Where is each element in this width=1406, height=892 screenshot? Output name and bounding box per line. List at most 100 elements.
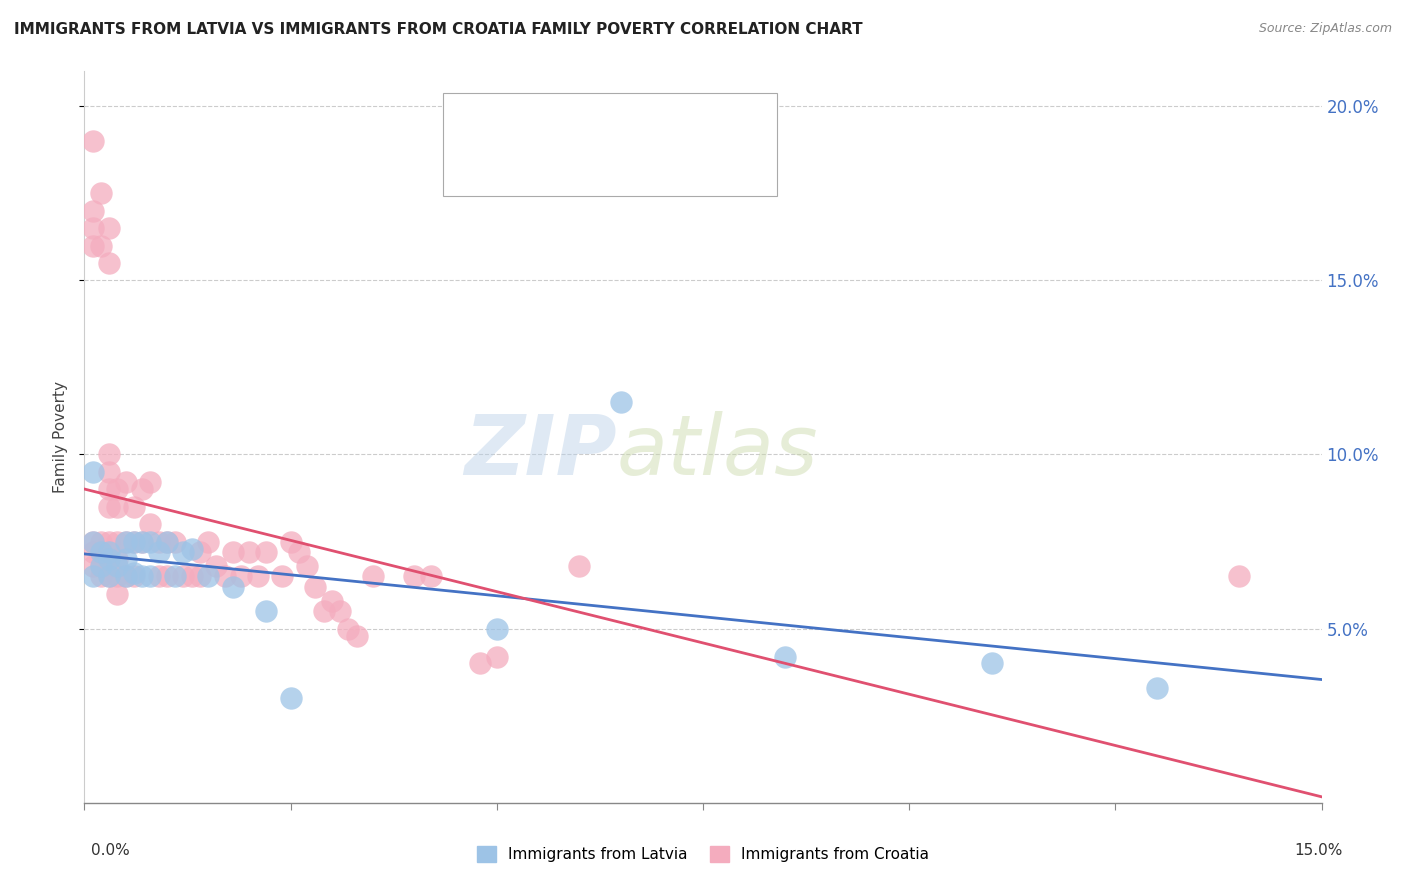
- Point: [131, 569, 153, 583]
- Point: [568, 558, 591, 573]
- Point: [156, 534, 179, 549]
- Point: [131, 483, 153, 497]
- Point: [222, 580, 245, 594]
- Point: [82, 465, 104, 479]
- Point: [105, 587, 128, 601]
- Point: [114, 534, 136, 549]
- Point: [139, 517, 162, 532]
- Point: [114, 569, 136, 583]
- Point: [82, 203, 104, 218]
- Point: [122, 534, 145, 549]
- Point: [98, 483, 121, 497]
- Point: [114, 475, 136, 490]
- Point: [105, 500, 128, 514]
- Point: [980, 657, 1002, 671]
- Point: [139, 475, 162, 490]
- Y-axis label: Family Poverty: Family Poverty: [53, 381, 69, 493]
- Point: [222, 545, 245, 559]
- Text: 15.0%: 15.0%: [1295, 843, 1343, 858]
- Point: [238, 545, 260, 559]
- Point: [114, 534, 136, 549]
- Point: [82, 545, 104, 559]
- Point: [131, 534, 153, 549]
- Point: [82, 221, 104, 235]
- Point: [288, 545, 311, 559]
- Point: [254, 604, 277, 618]
- Point: [98, 534, 121, 549]
- Point: [122, 534, 145, 549]
- Point: [295, 558, 318, 573]
- Point: [1146, 681, 1168, 695]
- Point: [148, 534, 170, 549]
- Point: [775, 649, 797, 664]
- Point: [98, 552, 121, 566]
- Point: [139, 534, 162, 549]
- Point: [1227, 569, 1250, 583]
- Point: [246, 569, 269, 583]
- Point: [280, 691, 302, 706]
- Point: [172, 569, 194, 583]
- Point: [105, 552, 128, 566]
- Point: [82, 569, 104, 583]
- Point: [304, 580, 326, 594]
- Point: [105, 483, 128, 497]
- Point: [404, 569, 426, 583]
- Point: [90, 534, 112, 549]
- Point: [229, 569, 252, 583]
- Point: [105, 534, 128, 549]
- Text: atlas: atlas: [616, 411, 818, 492]
- Point: [148, 545, 170, 559]
- Point: [346, 629, 368, 643]
- Point: [98, 448, 121, 462]
- Point: [98, 465, 121, 479]
- Point: [419, 569, 441, 583]
- Point: [148, 569, 170, 583]
- Point: [172, 545, 194, 559]
- Point: [98, 569, 121, 583]
- Point: [165, 534, 187, 549]
- Point: [98, 569, 121, 583]
- Point: [98, 221, 121, 235]
- Point: [82, 134, 104, 148]
- Point: [188, 569, 211, 583]
- Point: [485, 622, 508, 636]
- Point: [180, 541, 202, 556]
- Point: [609, 395, 631, 409]
- Point: [271, 569, 294, 583]
- Point: [139, 569, 162, 583]
- Point: [105, 569, 128, 583]
- Point: [90, 545, 112, 559]
- Point: [98, 500, 121, 514]
- Point: [122, 566, 145, 580]
- Point: [90, 558, 112, 573]
- Point: [114, 569, 136, 583]
- Point: [122, 569, 145, 583]
- Point: [82, 534, 104, 549]
- Point: [312, 604, 335, 618]
- Point: [90, 545, 112, 559]
- FancyBboxPatch shape: [443, 94, 778, 195]
- Text: Source: ZipAtlas.com: Source: ZipAtlas.com: [1258, 22, 1392, 36]
- Point: [90, 569, 112, 583]
- Point: [361, 569, 384, 583]
- Point: [90, 186, 112, 201]
- Point: [485, 649, 508, 664]
- Point: [197, 534, 219, 549]
- Point: [82, 558, 104, 573]
- Point: [321, 594, 343, 608]
- Point: [90, 238, 112, 252]
- Point: [280, 534, 302, 549]
- Point: [82, 238, 104, 252]
- Legend: Immigrants from Latvia, Immigrants from Croatia: Immigrants from Latvia, Immigrants from …: [471, 840, 935, 868]
- Point: [98, 545, 121, 559]
- Point: [214, 569, 236, 583]
- Point: [329, 604, 352, 618]
- Point: [156, 569, 179, 583]
- Text: ZIP: ZIP: [464, 411, 616, 492]
- Point: [337, 622, 360, 636]
- Point: [98, 256, 121, 270]
- Point: [197, 569, 219, 583]
- Point: [254, 545, 277, 559]
- Point: [470, 657, 492, 671]
- Point: [90, 558, 112, 573]
